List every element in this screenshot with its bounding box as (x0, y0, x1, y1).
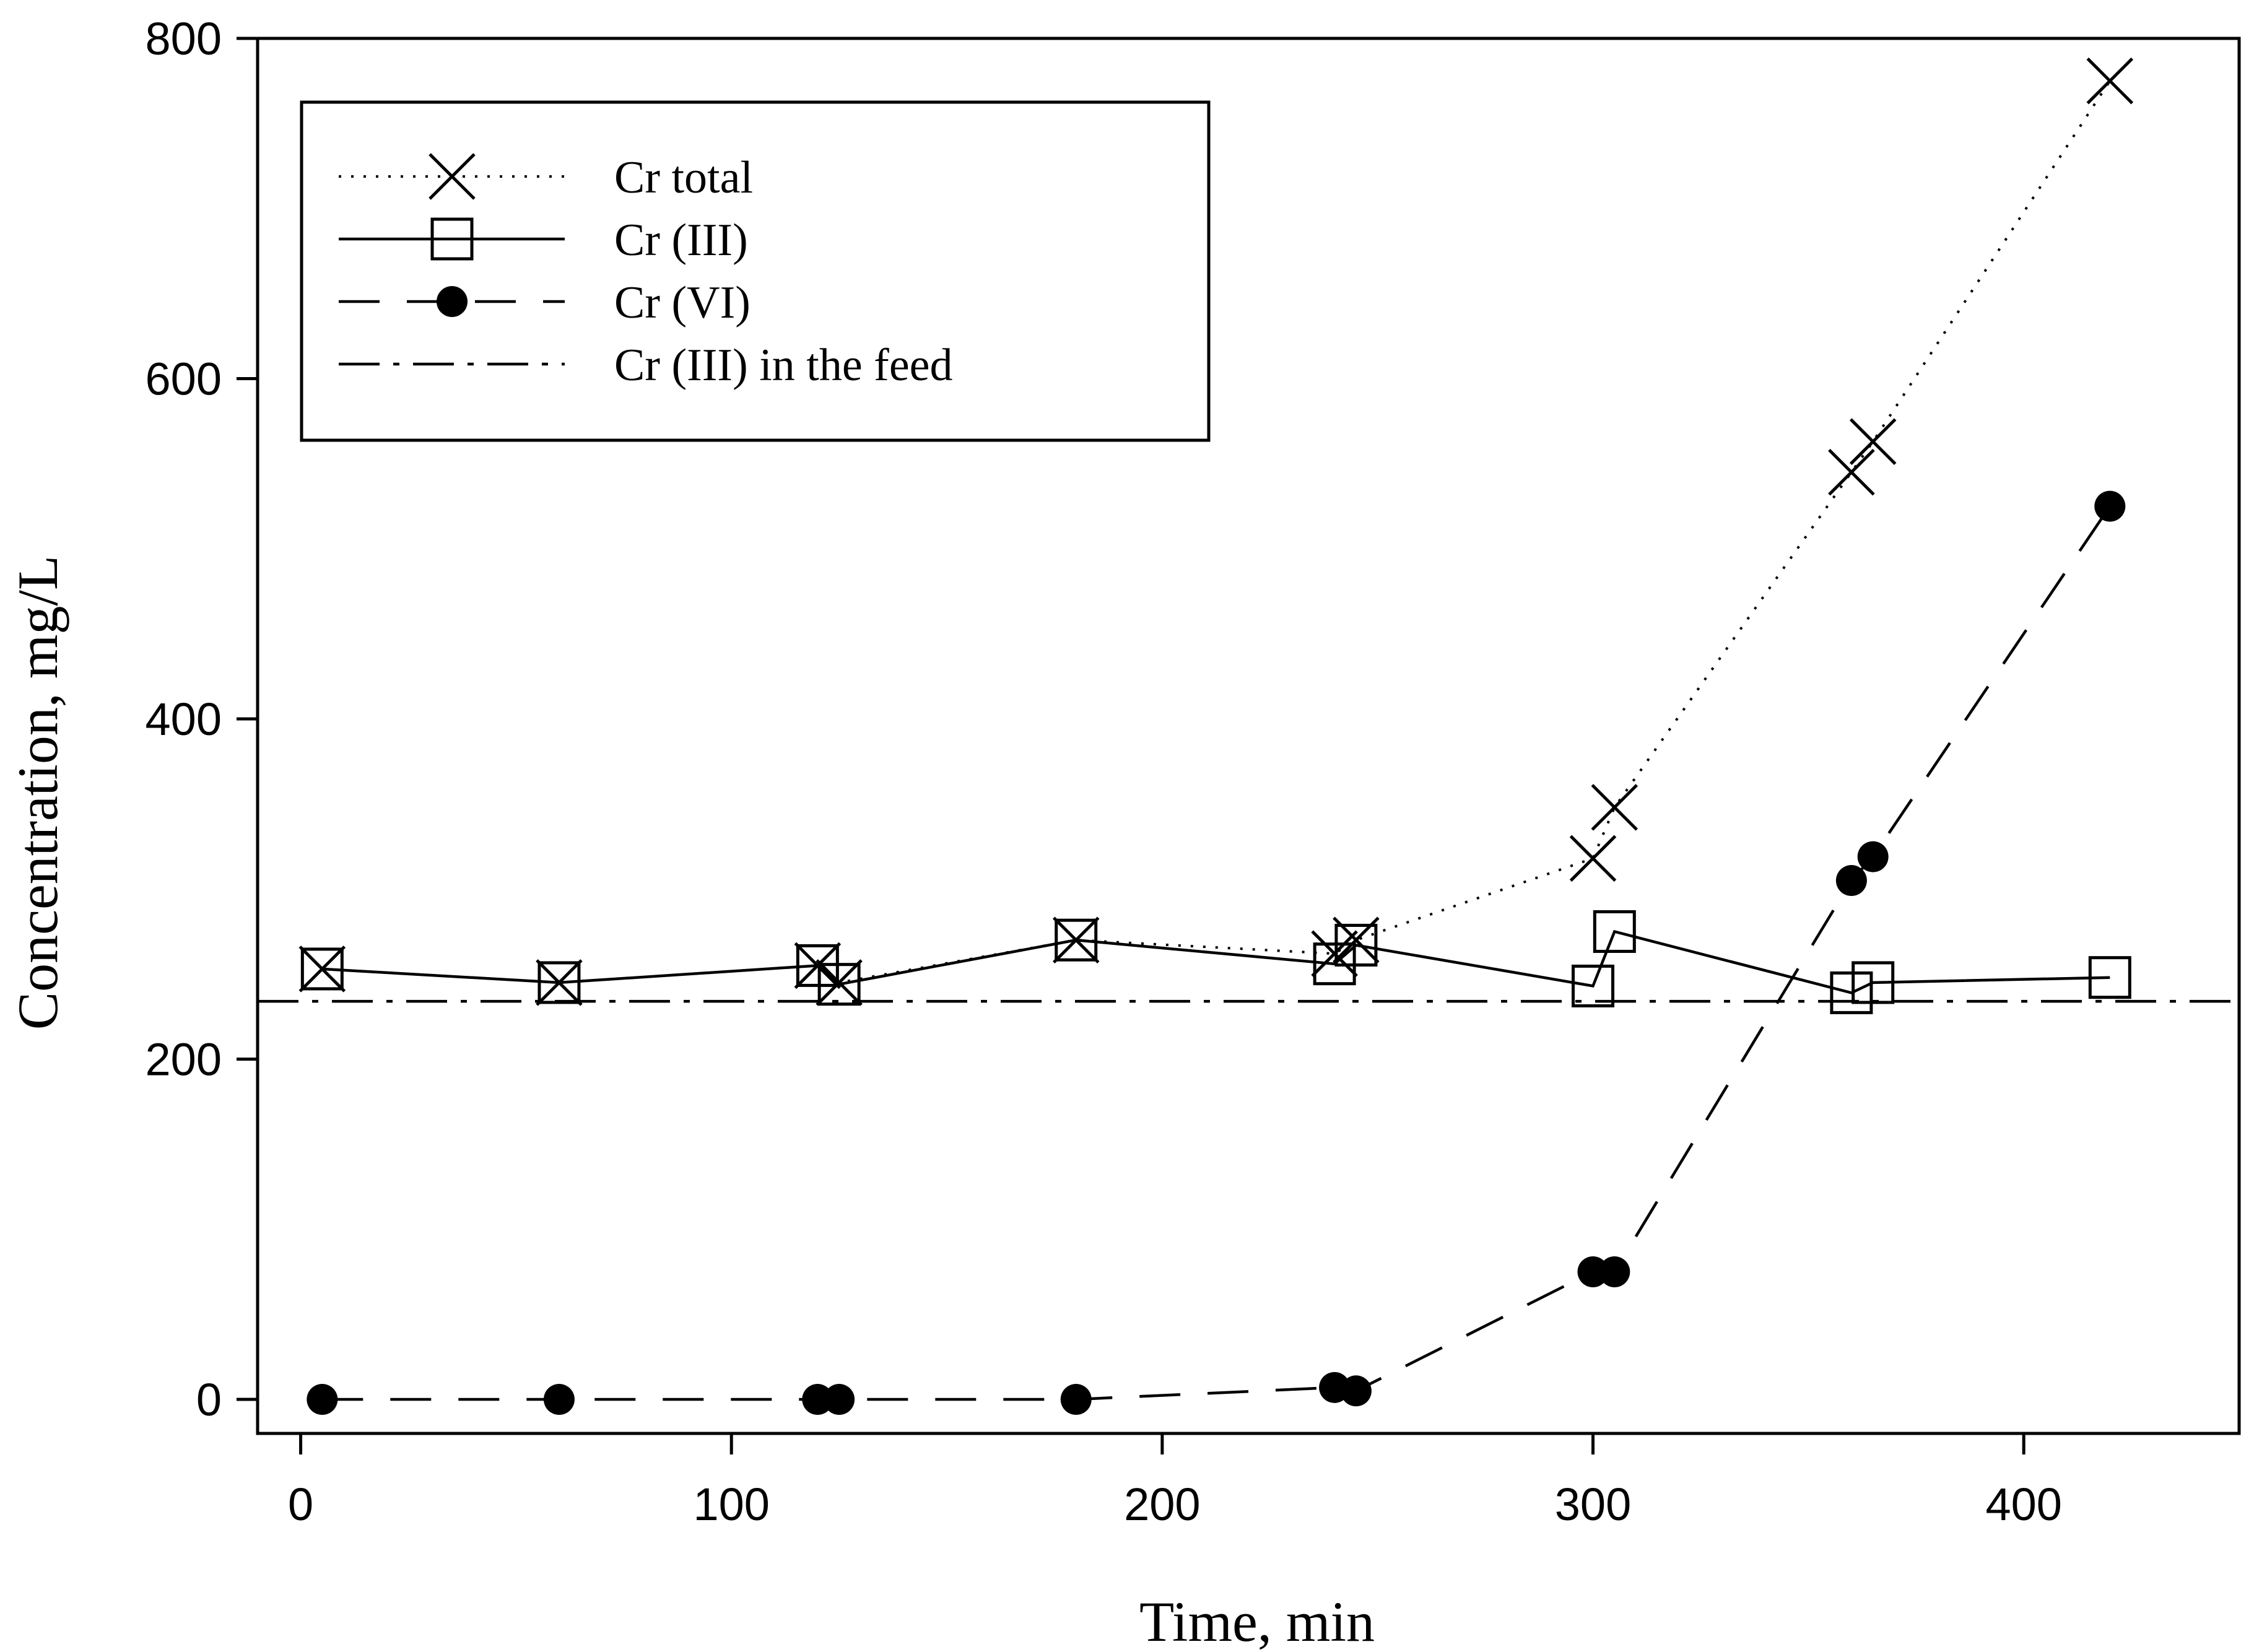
data-point (1828, 448, 1875, 496)
data-point (298, 946, 346, 993)
y-tick-label: 400 (146, 693, 222, 745)
legend-label: Cr total (614, 152, 753, 203)
data-point (543, 1384, 575, 1415)
series-line (322, 929, 2110, 994)
x-tick-label: 200 (1124, 1479, 1200, 1530)
y-tick-label: 600 (146, 354, 222, 405)
data-point (1591, 784, 1638, 831)
legend-entry: Cr (III) (339, 215, 748, 266)
y-tick-label: 800 (146, 13, 222, 64)
plot-frame (256, 37, 2241, 1435)
y-tick-label: 200 (146, 1034, 222, 1085)
data-point (1599, 1256, 1630, 1287)
x-axis-title: Time, min (1139, 1590, 1375, 1652)
data-point (1311, 930, 1358, 977)
data-point (1340, 1375, 1372, 1407)
series-cr-iii (300, 910, 2131, 1014)
data-point (1849, 418, 1897, 465)
x-marker-stroke (1569, 835, 1617, 882)
legend-label: Cr (VI) (614, 277, 751, 328)
x-marker-stroke (1591, 784, 1638, 831)
legend-box (300, 100, 1211, 442)
data-point (1830, 971, 1873, 1014)
x-tick-label: 300 (1555, 1479, 1631, 1530)
data-point (1593, 910, 1636, 953)
x-marker-stroke (794, 942, 842, 989)
series-cr-vi (307, 490, 2126, 1415)
x-marker-stroke (1311, 930, 1358, 977)
y-axis-title: Concentration, mg/L (6, 555, 69, 1030)
data-point (816, 959, 863, 1006)
legend-entry: Cr total (339, 152, 753, 203)
x-marker-stroke (1333, 916, 1380, 963)
data-point (307, 1384, 338, 1415)
x-marker-stroke (816, 959, 863, 1006)
data-point (802, 1384, 833, 1415)
legend-entry: Cr (III) in the feed (339, 340, 953, 391)
x-marker-stroke (1052, 916, 1100, 963)
data-point (1052, 916, 1100, 963)
data-point (1572, 964, 1615, 1007)
data-point (794, 942, 842, 989)
x-marker-stroke (2086, 57, 2134, 105)
y-tick-label: 0 (196, 1374, 222, 1425)
x-tick-label: 400 (1985, 1479, 2061, 1530)
x-tick-label: 0 (288, 1479, 313, 1530)
x-marker-stroke (298, 946, 346, 993)
plot-series (258, 57, 2239, 1415)
data-point (2094, 490, 2126, 522)
data-point (536, 959, 583, 1006)
data-point (1055, 918, 1098, 962)
data-point (824, 1384, 855, 1415)
x-marker-stroke (429, 153, 476, 200)
data-point (817, 963, 861, 1006)
data-point (1835, 865, 1867, 897)
legend-label: Cr (III) (614, 215, 748, 266)
legend-marker (429, 153, 476, 200)
legend-label: Cr (III) in the feed (614, 340, 953, 391)
data-point (1060, 1384, 1092, 1415)
legend-marker (437, 286, 468, 317)
legend-entry: Cr (VI) (339, 277, 751, 328)
series-cr-total (298, 57, 2134, 1006)
data-point (1333, 916, 1380, 963)
data-point (1334, 923, 1378, 967)
x-marker-stroke (1828, 448, 1875, 496)
data-point (2086, 57, 2134, 105)
axes: 0 200 400 600 800 0 100 200 300 400 (146, 13, 2062, 1530)
data-point (1569, 835, 1617, 882)
data-point (1857, 841, 1889, 872)
legend: Cr total Cr (III) Cr (VI) Cr (III) in the f… (300, 100, 1211, 442)
data-point (1577, 1256, 1609, 1287)
data-point (300, 947, 344, 991)
x-tick-label: 100 (693, 1479, 769, 1530)
data-point (2088, 956, 2131, 999)
x-marker-stroke (1849, 418, 1897, 465)
x-marker-stroke (536, 959, 583, 1006)
legend-marker (430, 217, 474, 261)
